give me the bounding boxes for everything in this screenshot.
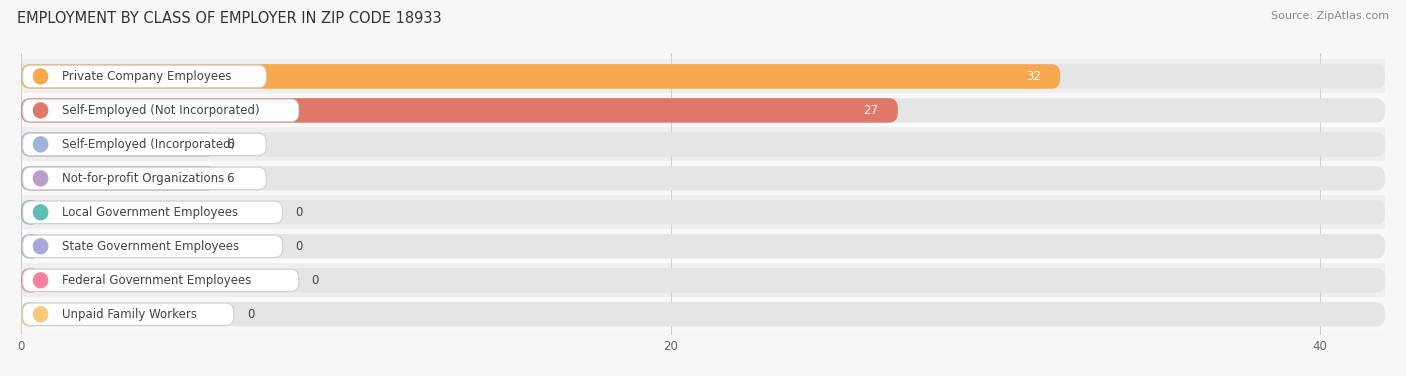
- Bar: [21, 59, 1385, 93]
- Bar: [21, 127, 1385, 161]
- FancyBboxPatch shape: [21, 302, 1385, 326]
- Text: Unpaid Family Workers: Unpaid Family Workers: [62, 308, 197, 321]
- FancyBboxPatch shape: [21, 268, 1385, 293]
- Circle shape: [34, 103, 48, 118]
- Circle shape: [34, 273, 48, 288]
- Bar: [21, 263, 1385, 297]
- Circle shape: [34, 239, 48, 254]
- Circle shape: [34, 137, 48, 152]
- Text: Federal Government Employees: Federal Government Employees: [62, 274, 252, 287]
- FancyBboxPatch shape: [21, 166, 217, 191]
- Bar: [21, 196, 1385, 229]
- FancyBboxPatch shape: [21, 98, 1385, 123]
- Text: 0: 0: [312, 274, 319, 287]
- Text: 27: 27: [863, 104, 879, 117]
- Bar: [21, 229, 1385, 263]
- Circle shape: [34, 69, 48, 84]
- Text: 32: 32: [1026, 70, 1040, 83]
- FancyBboxPatch shape: [21, 166, 1385, 191]
- FancyBboxPatch shape: [21, 268, 41, 293]
- FancyBboxPatch shape: [22, 133, 266, 156]
- Text: EMPLOYMENT BY CLASS OF EMPLOYER IN ZIP CODE 18933: EMPLOYMENT BY CLASS OF EMPLOYER IN ZIP C…: [17, 11, 441, 26]
- FancyBboxPatch shape: [21, 132, 217, 157]
- Text: 6: 6: [226, 138, 233, 151]
- FancyBboxPatch shape: [22, 303, 233, 326]
- FancyBboxPatch shape: [21, 64, 1385, 89]
- Bar: [21, 93, 1385, 127]
- FancyBboxPatch shape: [21, 234, 1385, 259]
- Bar: [21, 297, 1385, 331]
- Text: 0: 0: [247, 308, 254, 321]
- FancyBboxPatch shape: [21, 64, 1060, 89]
- FancyBboxPatch shape: [21, 98, 898, 123]
- Text: Source: ZipAtlas.com: Source: ZipAtlas.com: [1271, 11, 1389, 21]
- Text: Self-Employed (Not Incorporated): Self-Employed (Not Incorporated): [62, 104, 259, 117]
- Text: 6: 6: [226, 172, 233, 185]
- FancyBboxPatch shape: [22, 269, 298, 291]
- Circle shape: [34, 307, 48, 322]
- FancyBboxPatch shape: [21, 132, 1385, 157]
- FancyBboxPatch shape: [21, 200, 1385, 224]
- FancyBboxPatch shape: [22, 201, 283, 224]
- Text: Self-Employed (Incorporated): Self-Employed (Incorporated): [62, 138, 235, 151]
- Text: 0: 0: [295, 240, 302, 253]
- Text: Not-for-profit Organizations: Not-for-profit Organizations: [62, 172, 224, 185]
- Text: State Government Employees: State Government Employees: [62, 240, 239, 253]
- FancyBboxPatch shape: [21, 200, 41, 224]
- Text: 0: 0: [295, 206, 302, 219]
- Circle shape: [34, 171, 48, 186]
- FancyBboxPatch shape: [22, 167, 266, 190]
- FancyBboxPatch shape: [21, 234, 41, 259]
- Text: Private Company Employees: Private Company Employees: [62, 70, 231, 83]
- Bar: [21, 161, 1385, 196]
- FancyBboxPatch shape: [22, 99, 298, 121]
- FancyBboxPatch shape: [22, 65, 266, 88]
- FancyBboxPatch shape: [21, 302, 41, 326]
- Circle shape: [34, 205, 48, 220]
- FancyBboxPatch shape: [22, 235, 283, 258]
- Text: Local Government Employees: Local Government Employees: [62, 206, 238, 219]
